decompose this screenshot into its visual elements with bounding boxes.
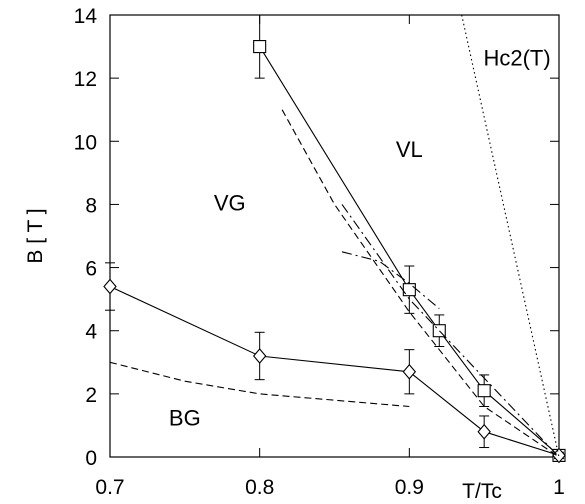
- y-tick-label: 14: [74, 5, 98, 28]
- plot-frame: [109, 14, 560, 458]
- series-4: [109, 361, 410, 408]
- region-label: VG: [214, 191, 246, 216]
- x-tick-label: 0.7: [95, 476, 124, 499]
- annotation-layer: Hc2(T) VL VG BG: [169, 46, 551, 431]
- y-tick-label: 12: [74, 68, 97, 91]
- series-2: [103, 262, 566, 464]
- series-line: [281, 109, 560, 458]
- region-label: BG: [169, 405, 201, 430]
- series-line: [341, 251, 440, 310]
- diamond-point: [477, 423, 491, 440]
- y-tick-label: 10: [74, 131, 97, 154]
- region-label: VL: [396, 137, 423, 162]
- x-tick-label: 0.8: [245, 476, 274, 499]
- diamond-point: [402, 363, 417, 380]
- series-7: [461, 14, 560, 458]
- x-axis-label: T/Tc: [462, 480, 502, 503]
- y-tick-label: 4: [85, 321, 97, 344]
- y-tick-label: 0: [85, 447, 97, 470]
- y-tick-label: 6: [85, 258, 97, 281]
- series-1: [253, 14, 566, 462]
- series-line: [109, 361, 410, 408]
- y-tick-label: 2: [85, 384, 97, 407]
- series-line: [341, 204, 560, 458]
- series-6: [341, 251, 440, 310]
- series-5: [341, 204, 560, 458]
- series-3: [281, 109, 560, 458]
- square-point: [253, 40, 267, 54]
- series-line: [461, 14, 560, 458]
- x-tick-label: 0.9: [395, 476, 424, 499]
- square-point: [477, 384, 491, 398]
- y-tick-label: 8: [85, 194, 97, 217]
- diamond-point: [252, 348, 267, 364]
- diamond-point: [103, 278, 117, 295]
- x-tick-label: 1: [553, 476, 565, 499]
- y-axis-label: B [ T ]: [24, 208, 47, 263]
- series-layer: [103, 14, 566, 464]
- region-label: Hc2(T): [483, 46, 550, 71]
